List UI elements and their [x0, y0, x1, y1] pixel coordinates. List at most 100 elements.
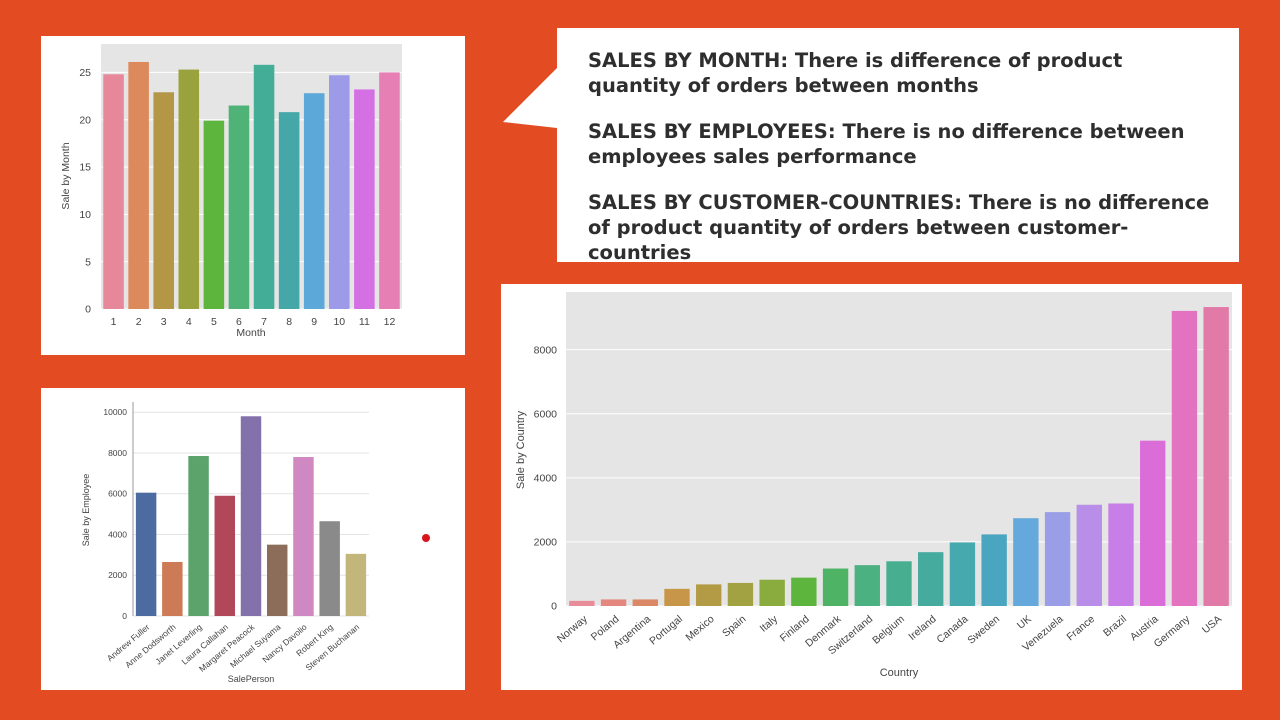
employee-bar-robert-king [319, 521, 340, 616]
month-y-tick-label: 0 [85, 304, 91, 316]
country-y-tick-label: 4000 [534, 473, 558, 485]
country-bar-brazil [1108, 503, 1134, 606]
country-bar-italy [759, 579, 785, 606]
month-x-tick-label: 1 [111, 316, 117, 328]
employee-bar-laura-callahan [214, 495, 236, 616]
country-bar-mexico [696, 584, 722, 606]
country-bar-portugal [664, 588, 690, 606]
month-x-tick-label: 5 [211, 316, 217, 328]
month-x-tick-label: 3 [161, 316, 167, 328]
employee-y-tick-label: 8000 [108, 448, 127, 458]
country-x-tick-label: Mexico [683, 613, 716, 644]
month-x-tick-label: 8 [286, 316, 292, 328]
month-bar-4 [178, 69, 200, 309]
employee-bar-michael-suyama [266, 544, 288, 616]
country-x-tick-label: Germany [1152, 613, 1193, 650]
month-bar-10 [329, 75, 350, 309]
country-y-tick-label: 8000 [534, 344, 558, 356]
month-y-tick-label: 15 [79, 162, 91, 174]
country-bar-denmark [822, 568, 849, 606]
red-marker-dot [422, 534, 430, 542]
country-bar-poland [600, 599, 627, 606]
employee-y-tick-label: 6000 [108, 489, 127, 499]
country-bar-usa [1203, 307, 1229, 606]
month-x-tick-label: 12 [384, 316, 396, 328]
country-y-axis-label: Sale by Country [515, 410, 527, 489]
country-x-tick-label: Canada [934, 613, 970, 646]
employee-y-tick-label: 10000 [103, 407, 127, 417]
month-bar-5 [203, 120, 225, 310]
employee-bar-anne-dodsworth [162, 561, 183, 616]
month-plot-area [101, 44, 402, 309]
month-x-tick-label: 9 [311, 316, 317, 328]
month-x-tick-label: 2 [136, 316, 142, 328]
month-x-tick-label: 11 [359, 316, 370, 328]
month-y-axis-label: Sale by Month [60, 142, 72, 209]
month-x-tick-label: 10 [333, 316, 345, 328]
employee-chart-panel: 0 2000 4000 6000 8000 10000 Andrew Fuller Anne … [41, 388, 465, 690]
country-bar-finland [791, 577, 817, 606]
country-x-axis-label: Country [880, 667, 919, 679]
country-x-tick-label: Portugal [647, 613, 685, 647]
employee-y-tick-label: 4000 [108, 529, 127, 539]
country-x-tick-label: Brazil [1101, 613, 1129, 639]
employee-x-axis-label: SalePerson [228, 674, 275, 684]
callout-sales-by-employees: SALES BY EMPLOYEES: There is no differen… [588, 120, 1185, 168]
country-y-tick-label: 6000 [534, 408, 558, 420]
month-bar-12 [379, 72, 400, 309]
month-bar-7 [253, 64, 275, 309]
country-bar-sweden [981, 534, 1007, 606]
country-bar-venezuela [1044, 512, 1071, 606]
country-bar-belgium [886, 561, 912, 606]
employee-y-axis-label: Sale by Employee [81, 474, 91, 547]
callout-sales-by-countries: SALES BY CUSTOMER-COUNTRIES: There is no… [588, 191, 1210, 264]
month-y-tick-label: 25 [79, 67, 91, 79]
employee-bar-janet-leverling [188, 456, 209, 616]
country-bar-canada [949, 542, 976, 606]
callout-body: SALES BY MONTH: There is difference of p… [588, 48, 1218, 286]
month-y-tick-label: 10 [79, 209, 91, 221]
country-y-tick-label: 2000 [534, 537, 558, 549]
country-x-tick-label: Italy [758, 613, 781, 635]
country-x-tick-label: France [1064, 613, 1097, 643]
callout-box: SALES BY MONTH: There is difference of p… [557, 28, 1239, 264]
country-bar-austria [1140, 440, 1166, 606]
country-bar-uk [1013, 518, 1039, 606]
employee-y-tick-label: 0 [122, 611, 127, 621]
month-bar-1 [103, 74, 124, 310]
employee-bar-nancy-davolio [293, 457, 314, 616]
country-x-tick-label: USA [1200, 613, 1224, 636]
month-bar-11 [354, 89, 375, 309]
country-x-tick-label: UK [1015, 613, 1034, 632]
country-x-tick-label: Ireland [906, 613, 938, 643]
month-y-tick-label: 20 [79, 114, 91, 126]
month-x-tick-label: 4 [186, 316, 192, 328]
employee-bar-andrew-fuller [135, 492, 157, 616]
country-bar-spain [727, 582, 754, 606]
month-bar-6 [228, 105, 250, 310]
country-x-tick-label: Spain [720, 613, 748, 640]
month-x-tick-label: 6 [236, 316, 242, 328]
country-chart-panel: 0 2000 4000 6000 8000 Norway Poland Argentina Po… [501, 284, 1242, 690]
callout-sales-by-month: SALES BY MONTH: There is difference of p… [588, 49, 1123, 97]
month-y-tick-label: 5 [85, 256, 91, 268]
month-bar-2 [128, 61, 149, 309]
employee-y-tick-label: 2000 [108, 570, 127, 580]
month-bar-8 [278, 112, 300, 310]
country-bar-france [1076, 504, 1102, 606]
country-bar-germany [1171, 310, 1198, 606]
employee-bar-steven-buchanan [345, 553, 367, 616]
employee-bar-margaret-peacock [240, 416, 262, 616]
month-bar-3 [153, 92, 174, 309]
country-x-tick-label: Norway [555, 613, 591, 646]
country-bar-argentina [632, 599, 658, 606]
month-bar-9 [303, 93, 325, 309]
country-bar-switzerland [854, 565, 880, 606]
country-y-tick-label: 0 [551, 601, 557, 613]
country-bar-ireland [918, 552, 944, 606]
country-x-tick-label: Belgium [870, 613, 907, 647]
country-bar-chart: 02000400060008000NorwayPolandArgentinaPo… [515, 292, 1232, 679]
